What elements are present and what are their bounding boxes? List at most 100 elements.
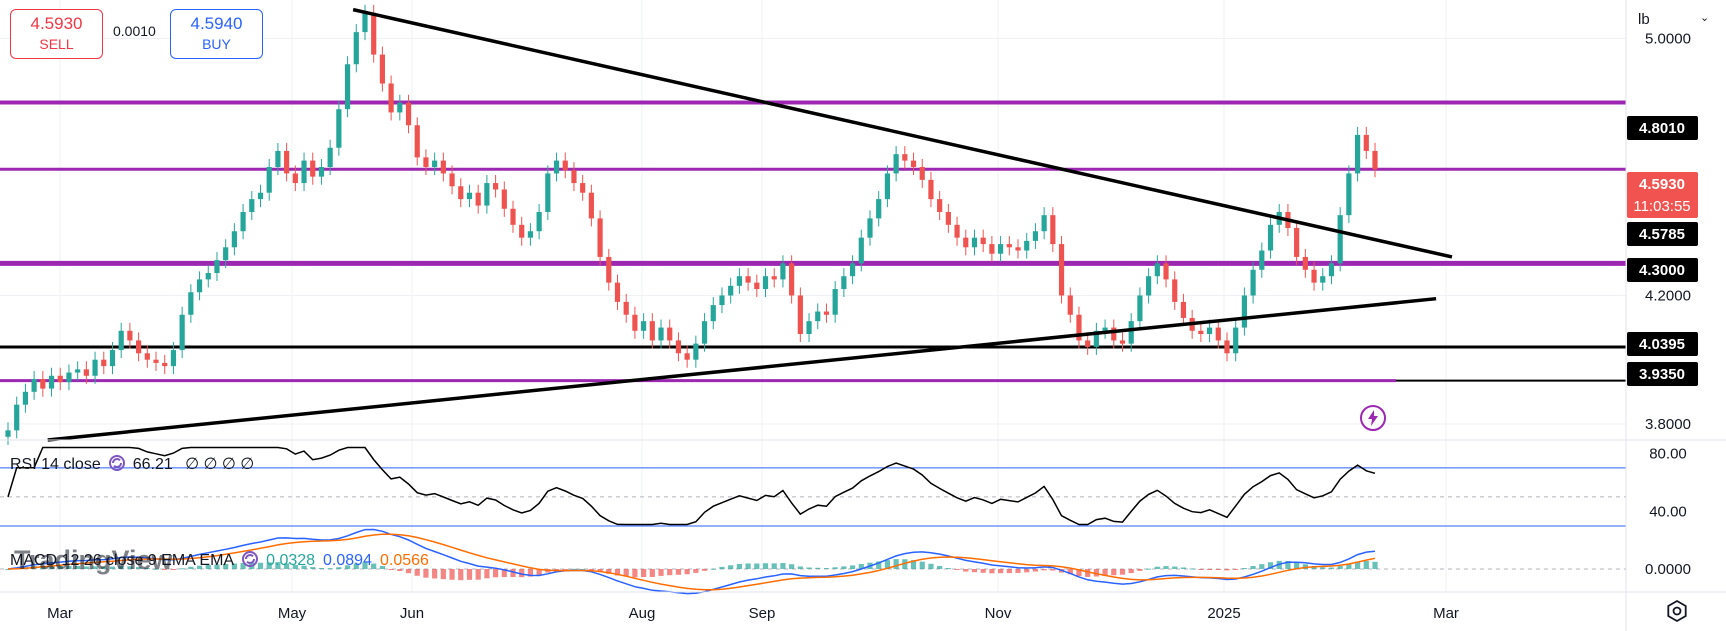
macd-histogram-bar (318, 568, 325, 570)
macd-histogram-bar (667, 569, 673, 576)
x-tick-label: Mar (47, 605, 73, 622)
candle-body (815, 311, 821, 322)
price-tag-bg (1627, 332, 1698, 356)
macd-histogram-bar (823, 568, 830, 570)
candle-body (562, 160, 568, 171)
flash-icon[interactable] (1359, 404, 1387, 432)
macd-histogram-bar (371, 563, 377, 569)
candle-body (127, 330, 133, 341)
candle-body (588, 192, 594, 219)
candle-body (658, 327, 664, 341)
macd-histogram-bar (1320, 567, 1326, 569)
candle-body (849, 263, 856, 277)
candle-body (484, 183, 490, 206)
gear-icon[interactable] (1664, 598, 1690, 624)
price-labels: 4.8010 4.5930 11:03:55 4.5785 4.3000 4.0395 3.… (1627, 116, 1698, 386)
candle-body (728, 285, 734, 296)
macd-histogram-bar (728, 565, 734, 569)
macd-histogram-bar (780, 563, 786, 569)
macd-histogram-bar (1041, 569, 1047, 571)
price-tag: 4.5785 (1627, 222, 1698, 246)
candle-body (1111, 327, 1117, 341)
macd-histogram-bar (1189, 568, 1195, 570)
candle-body (432, 160, 438, 168)
sell-button[interactable]: 4.5930 SELL (10, 9, 103, 59)
macd-line-value: 0.0894 (323, 552, 372, 569)
unit-dropdown[interactable]: lb ⌄ (1626, 6, 1718, 34)
candle-body (832, 289, 838, 315)
macd-histogram-bar (980, 569, 986, 573)
macd-histogram-bar (362, 562, 368, 569)
candle-body (1024, 240, 1030, 251)
candle-body (701, 321, 708, 344)
macd-histogram-bar (1093, 569, 1099, 577)
candle-body (1050, 215, 1056, 245)
y-tick-label: 4.2000 (1645, 287, 1691, 304)
candle-body (231, 231, 237, 248)
candle-body (1233, 327, 1239, 354)
candle-body (153, 359, 159, 363)
candle-body (1128, 321, 1134, 344)
candle-body (1032, 231, 1039, 241)
x-tick-label: Sep (749, 605, 776, 622)
cycle-icon[interactable] (108, 455, 125, 471)
buy-button[interactable]: 4.5940 BUY (170, 9, 263, 59)
price-tag-text: 4.5785 (1639, 226, 1685, 243)
price-tag-text: 4.3000 (1639, 262, 1685, 279)
candle-body (980, 237, 986, 245)
candle-body (57, 375, 63, 383)
macd-histogram-bar (196, 565, 203, 569)
x-tick-label: Mar (1433, 605, 1459, 622)
candle-body (48, 375, 55, 389)
candle-body (1346, 173, 1352, 216)
rsi-label: RSI 14 close (10, 456, 101, 473)
candle-body (379, 54, 385, 84)
macd-histogram-bar (205, 565, 211, 569)
macd-histogram-bar (658, 569, 664, 576)
x-tick-label: Nov (985, 605, 1012, 622)
candle-body (919, 167, 925, 180)
candle-body (945, 211, 951, 225)
macd-legend[interactable]: MACD 12 26 close 9 EMA EMA 0.0328 0.0894 0.… (10, 551, 429, 570)
macd-histogram-bar (954, 569, 960, 570)
cycle-icon[interactable] (242, 551, 259, 567)
macd-histogram-bar (641, 569, 647, 578)
macd-histogram-bar (1259, 564, 1265, 569)
candle-body (797, 295, 803, 335)
macd-histogram-bar (1294, 562, 1300, 569)
candle-body (1015, 247, 1021, 251)
macd-histogram-bar (649, 569, 655, 577)
candle-body (371, 12, 377, 55)
macd-histogram-bar (136, 567, 142, 569)
macd-histogram-bar (223, 563, 229, 569)
candle-body (771, 276, 777, 280)
macd-histogram-bar (606, 569, 612, 574)
macd-histogram-bar (588, 569, 594, 570)
macd-histogram-bar (736, 563, 742, 569)
trendline (352, 7, 1453, 259)
candle-body (623, 301, 629, 315)
macd-label: MACD 12 26 close 9 EMA EMA (10, 552, 235, 569)
candle-body (1093, 330, 1099, 347)
price-tag: 4.8010 (1627, 116, 1698, 140)
rsi-legend[interactable]: RSI 14 close 66.21 ∅ ∅ ∅ ∅ (10, 454, 254, 474)
macd-histogram-bar (344, 565, 351, 569)
candle-body (649, 321, 655, 341)
candle-body (449, 173, 455, 187)
price-tag-bg (1627, 172, 1698, 218)
candle-body (675, 340, 682, 354)
macd-histogram-bar (153, 568, 159, 570)
candle-body (998, 244, 1004, 254)
macd-histogram-bar (693, 569, 699, 573)
macd-histogram-bar (118, 566, 124, 569)
price-tag: 4.5930 11:03:55 (1627, 172, 1698, 218)
rsi-line (7, 446, 1376, 526)
macd-histogram-bar (519, 569, 525, 578)
macd-histogram-bar (188, 566, 194, 569)
macd-histogram-bar (945, 568, 951, 570)
candle-body (310, 160, 316, 177)
macd-histogram-bar (623, 569, 629, 577)
macd-histogram-bar (397, 569, 403, 571)
macd-histogram-bar (170, 569, 177, 570)
